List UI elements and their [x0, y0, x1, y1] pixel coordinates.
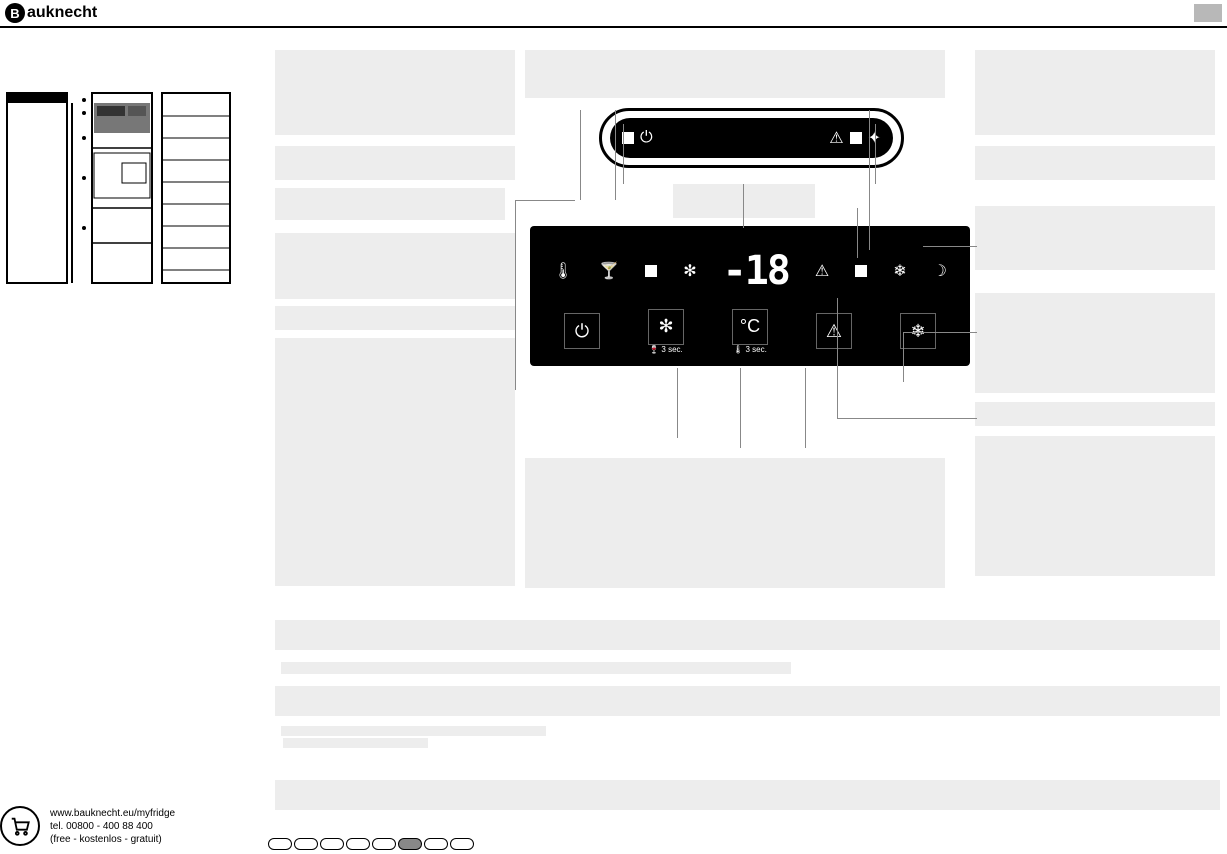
- sub-label-1: 🍷 3 sec.: [649, 345, 683, 354]
- placeholder-block: [975, 436, 1215, 576]
- placeholder-block: [525, 50, 945, 98]
- sub-label-2: 🌡 3 sec.: [733, 345, 767, 354]
- leader-line: [805, 368, 806, 448]
- placeholder-block: [275, 50, 515, 135]
- placeholder-block: [975, 206, 1215, 270]
- placeholder-block: [975, 146, 1215, 180]
- pager-dot[interactable]: [450, 838, 474, 850]
- leader-line: [837, 298, 838, 418]
- pager-dot[interactable]: [320, 838, 344, 850]
- power-icon: ⏻: [640, 129, 653, 147]
- placeholder-block: [975, 50, 1215, 135]
- left-column: [2, 88, 262, 293]
- logo-letter: B: [10, 6, 19, 21]
- logo-text: auknecht: [27, 4, 97, 22]
- eco-icon: ☽: [933, 261, 947, 281]
- pager-dot[interactable]: [268, 838, 292, 850]
- control-panel-main: 🌡 🍸 ✻ -18 ⚠ ❄ ☽ ⏻ ✻ 🍷 3 sec. °C 🌡 3 sec.: [530, 226, 970, 366]
- header-badge: [1194, 4, 1222, 22]
- alarm-button[interactable]: ⚠: [816, 313, 852, 349]
- leader-line: [515, 200, 516, 390]
- party-glass-icon: 🍸: [599, 261, 619, 281]
- power-indicator-group: ⏻: [622, 129, 653, 147]
- pager-dot[interactable]: [398, 838, 422, 850]
- leader-line: [743, 184, 744, 228]
- contact-phone: tel. 00800 - 400 88 400: [50, 820, 175, 833]
- leader-line: [615, 110, 616, 200]
- contact-box: www.bauknecht.eu/myfridge tel. 00800 - 4…: [0, 806, 175, 846]
- placeholder-block: [673, 184, 815, 218]
- super-freeze-button[interactable]: ❄: [900, 313, 936, 349]
- placeholder-block: [975, 293, 1215, 393]
- alarm-led-icon: [850, 132, 862, 144]
- appliance-diagram: [2, 88, 232, 288]
- contact-note: (free - kostenlos - gratuit): [50, 833, 175, 846]
- indicator-led-2: [855, 265, 867, 277]
- placeholder-block: [283, 738, 428, 748]
- logo-circle-icon: B: [5, 3, 25, 23]
- placeholder-block: [275, 146, 515, 180]
- contact-text: www.bauknecht.eu/myfridge tel. 00800 - 4…: [50, 807, 175, 846]
- leader-line: [580, 110, 581, 200]
- placeholder-block: [275, 188, 505, 220]
- snowflake-large-icon: ❄: [893, 261, 906, 281]
- shopping-cart-icon: [0, 806, 40, 846]
- pager-dot[interactable]: [294, 838, 318, 850]
- control-strip-inner: ⏻ ⚠ ✦: [610, 118, 893, 158]
- pager-dot[interactable]: [346, 838, 370, 850]
- leader-line: [623, 124, 624, 184]
- leader-line: [857, 208, 858, 258]
- warning-icon: ⚠: [829, 128, 843, 148]
- indicator-led-1: [645, 265, 657, 277]
- temperature-display: -18: [723, 248, 789, 294]
- placeholder-block: [525, 458, 945, 588]
- placeholder-block: [275, 686, 1220, 716]
- leader-line: [515, 200, 575, 201]
- placeholder-block: [281, 662, 791, 674]
- placeholder-block: [275, 780, 1220, 810]
- leader-line: [903, 332, 977, 333]
- page-indicator: [268, 838, 474, 850]
- snowflake-small-icon: ✻: [683, 261, 696, 281]
- fast-freeze-button[interactable]: ✻: [648, 309, 684, 345]
- main-content: ⏻ ⚠ ✦ 🌡 🍸 ✻ -18 ⚠ ❄ ☽: [0, 28, 1227, 854]
- pager-dot[interactable]: [424, 838, 448, 850]
- placeholder-block: [275, 338, 515, 586]
- placeholder-block: [275, 233, 515, 299]
- brand-logo: B auknecht: [5, 3, 97, 23]
- placeholder-block: [275, 306, 515, 330]
- temperature-button[interactable]: °C: [732, 309, 768, 345]
- page-header: B auknecht: [0, 0, 1227, 28]
- buttons-row: ⏻ ✻ 🍷 3 sec. °C 🌡 3 sec. ⚠ ❄: [540, 306, 960, 356]
- leader-line: [923, 246, 977, 247]
- control-strip-top: ⏻ ⚠ ✦: [599, 108, 904, 168]
- leader-line: [903, 332, 904, 382]
- leader-line: [875, 124, 876, 184]
- alarm-indicator-group: ⚠ ✦: [829, 128, 881, 148]
- display-row: 🌡 🍸 ✻ -18 ⚠ ❄ ☽: [540, 236, 960, 306]
- power-button[interactable]: ⏻: [564, 313, 600, 349]
- leader-line: [837, 418, 977, 419]
- pager-dot[interactable]: [372, 838, 396, 850]
- thermometer-icon: 🌡: [553, 261, 573, 281]
- contact-website: www.bauknecht.eu/myfridge: [50, 807, 175, 820]
- leader-line: [869, 110, 870, 250]
- leader-line: [677, 368, 678, 438]
- placeholder-block: [975, 402, 1215, 426]
- warning-triangle-icon: ⚠: [815, 261, 829, 281]
- placeholder-block: [281, 726, 546, 736]
- leader-line: [740, 368, 741, 448]
- placeholder-block: [275, 620, 1220, 650]
